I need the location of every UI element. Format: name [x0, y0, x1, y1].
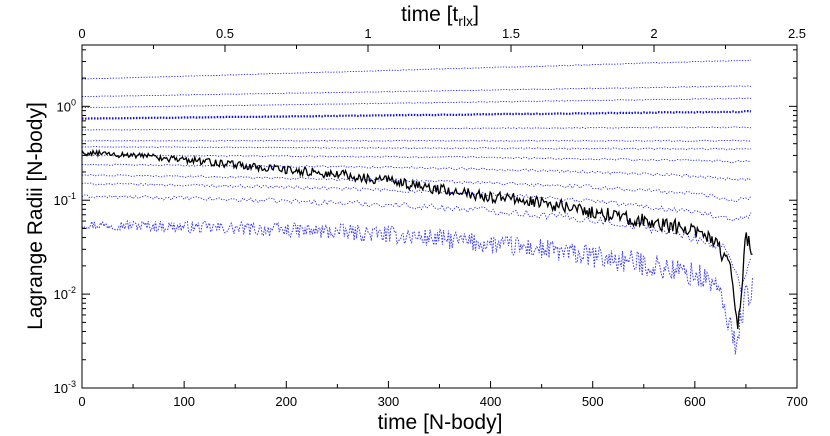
lagrange-radius-9-line [81, 126, 752, 131]
lagrange-radius-5-line [81, 163, 752, 181]
plot-frame [81, 44, 798, 389]
lagrange-radius-4-line [81, 174, 752, 203]
y-tick-exp-3: 0 [71, 97, 76, 107]
y-tick-base-1: 10 [54, 287, 68, 302]
lagrange-radius-13-line [82, 59, 752, 80]
x2-axis-title: time [trlx] [401, 3, 479, 29]
x2-tick-label-4: 2 [650, 26, 657, 41]
lagrange-radius-11-line [81, 97, 752, 109]
y-tick-base-0: 10 [54, 381, 68, 396]
x-axis-title: time [N-body] [378, 411, 503, 434]
x2-tick-label-1: 0.5 [216, 26, 234, 41]
y-tick-base-2: 10 [54, 193, 68, 208]
x-tick-label-1: 100 [173, 394, 195, 409]
x-tick-label-3: 300 [378, 394, 400, 409]
x2-tick-label-0: 0 [78, 26, 85, 41]
lagrange-radius-6-line [82, 154, 752, 163]
y-tick-base-3: 10 [57, 99, 71, 114]
x2-tick-label-2: 1 [364, 26, 371, 41]
y-tick-exp-1: -2 [68, 285, 76, 295]
ticks-layer [81, 45, 798, 389]
series-layer [81, 59, 753, 355]
y-tick-exp-2: -1 [68, 191, 76, 201]
x-tick-label-7: 700 [786, 394, 808, 409]
lagrange-radius-3-line [81, 182, 752, 222]
y-tick-label-2: 10-1 [54, 191, 76, 208]
lagrange-radius-2-line [81, 194, 752, 292]
core-radius-line [81, 148, 753, 329]
x-tick-label-6: 600 [684, 394, 706, 409]
half-mass-radius-line [81, 109, 752, 120]
y-tick-label-0: 10-3 [54, 379, 76, 396]
lagrange-radius-1-line [81, 219, 753, 355]
lagrange-radius-8-line [81, 139, 751, 142]
y-tick-label-1: 10-2 [54, 285, 76, 302]
x-tick-label-0: 0 [78, 394, 85, 409]
x-tick-label-5: 500 [582, 394, 604, 409]
x2-tick-label-3: 1.5 [502, 26, 520, 41]
x-tick-label-4: 400 [480, 394, 502, 409]
x2-axis-title-main: time [t [401, 3, 458, 26]
y-tick-exp-0: -3 [68, 379, 76, 389]
lagrange-radius-12-line [82, 85, 752, 97]
x-tick-label-2: 200 [275, 394, 297, 409]
x2-tick-label-5: 2.5 [788, 26, 806, 41]
y-tick-label-3: 100 [57, 97, 76, 114]
lagrange-radius-7-line [81, 146, 752, 151]
y-axis-title: Lagrange Radii [N-body] [24, 102, 47, 330]
x2-axis-title-sub: rlx [458, 13, 473, 29]
x2-axis-title-end: ] [473, 3, 479, 26]
